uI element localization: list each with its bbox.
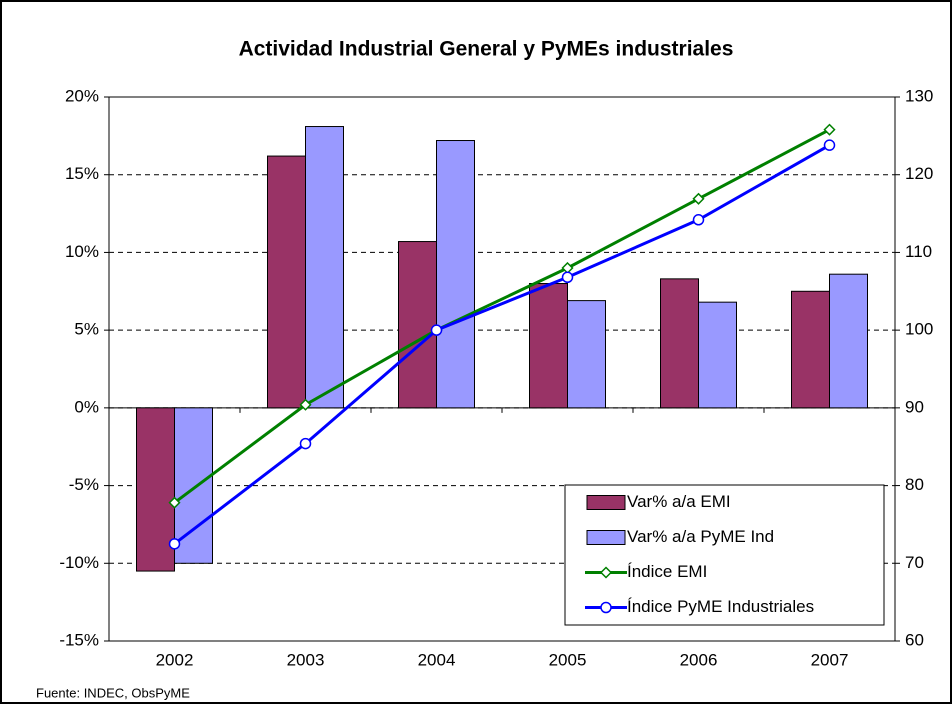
x-tick-label: 2006 — [680, 650, 718, 669]
y-tick-label: 15% — [65, 164, 99, 183]
bar — [136, 407, 175, 572]
bar — [829, 273, 868, 409]
y2-tick-label: 100 — [905, 320, 933, 339]
marker — [599, 566, 613, 579]
y2-tick-label: 130 — [905, 86, 933, 105]
line — [173, 143, 831, 546]
y2-tick-label: 80 — [905, 475, 924, 494]
y2-tick-label: 90 — [905, 397, 924, 416]
legend-label: Índice EMI — [627, 562, 707, 581]
marker — [823, 139, 836, 151]
legend-swatch — [586, 495, 626, 510]
marker — [430, 324, 443, 336]
bar — [698, 301, 737, 409]
bar — [436, 140, 475, 409]
y-tick-label: 0% — [74, 397, 99, 416]
x-tick-label: 2007 — [811, 650, 849, 669]
bar — [660, 278, 699, 409]
y2-tick-label: 110 — [905, 242, 932, 261]
legend-swatch — [586, 530, 626, 545]
marker — [168, 496, 181, 509]
marker — [692, 214, 705, 226]
bar — [567, 300, 606, 409]
y-tick-label: 20% — [65, 86, 99, 105]
y-tick-label: 10% — [65, 242, 99, 261]
y-tick-label: -15% — [59, 630, 99, 649]
bar — [791, 290, 830, 409]
marker — [823, 123, 836, 136]
marker — [168, 538, 181, 550]
bar — [305, 126, 344, 409]
source-note: Fuente: INDEC, ObsPyME — [36, 685, 190, 700]
y-tick-label: -10% — [59, 553, 99, 572]
legend-label: Var% a/a PyME Ind — [627, 527, 774, 546]
legend-label: Índice PyME Industriales — [627, 597, 814, 616]
y2-tick-label: 120 — [905, 164, 933, 183]
marker — [299, 398, 312, 411]
marker — [692, 192, 705, 205]
marker — [561, 271, 574, 284]
x-tick-label: 2002 — [156, 650, 194, 669]
legend-label: Var% a/a EMI — [627, 492, 731, 511]
x-tick-label: 2003 — [287, 650, 325, 669]
bar — [398, 241, 437, 409]
y2-tick-label: 60 — [905, 630, 924, 649]
x-tick-label: 2005 — [549, 650, 587, 669]
line — [173, 128, 831, 504]
bar — [267, 155, 306, 409]
chart-title: Actividad Industrial General y PyMEs ind… — [239, 38, 734, 61]
x-tick-label: 2004 — [418, 650, 456, 669]
bar — [529, 283, 568, 409]
marker — [299, 437, 312, 450]
y-tick-label: -5% — [69, 475, 99, 494]
y-tick-label: 5% — [74, 320, 99, 339]
marker — [600, 601, 612, 614]
y2-tick-label: 70 — [905, 553, 924, 572]
